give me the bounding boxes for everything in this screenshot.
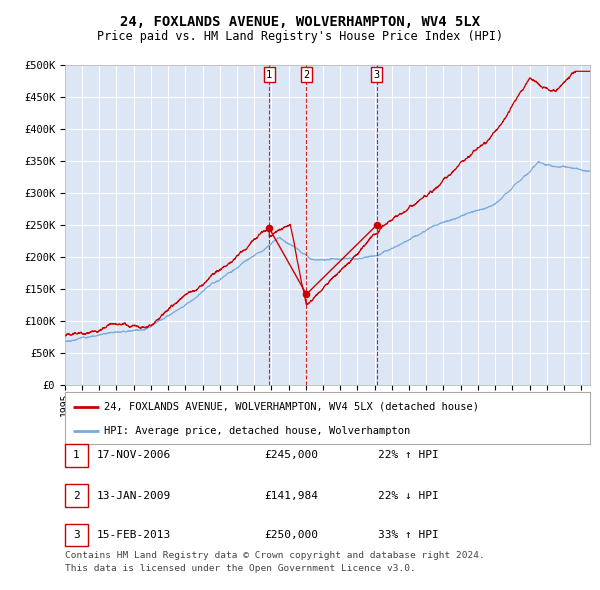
Text: 2: 2 [303, 70, 310, 80]
Text: 33% ↑ HPI: 33% ↑ HPI [378, 530, 439, 540]
Text: 13-JAN-2009: 13-JAN-2009 [97, 491, 172, 500]
Text: 22% ↑ HPI: 22% ↑ HPI [378, 451, 439, 460]
Text: Contains HM Land Registry data © Crown copyright and database right 2024.
This d: Contains HM Land Registry data © Crown c… [65, 551, 485, 573]
Text: 24, FOXLANDS AVENUE, WOLVERHAMPTON, WV4 5LX (detached house): 24, FOXLANDS AVENUE, WOLVERHAMPTON, WV4 … [104, 402, 479, 412]
Text: 2: 2 [73, 491, 80, 500]
Text: £245,000: £245,000 [264, 451, 318, 460]
Text: HPI: Average price, detached house, Wolverhampton: HPI: Average price, detached house, Wolv… [104, 427, 410, 436]
Text: 1: 1 [73, 451, 80, 460]
Text: 3: 3 [73, 530, 80, 540]
Text: 3: 3 [374, 70, 380, 80]
Text: 22% ↓ HPI: 22% ↓ HPI [378, 491, 439, 500]
Text: £250,000: £250,000 [264, 530, 318, 540]
Text: 24, FOXLANDS AVENUE, WOLVERHAMPTON, WV4 5LX: 24, FOXLANDS AVENUE, WOLVERHAMPTON, WV4 … [120, 15, 480, 30]
Text: £141,984: £141,984 [264, 491, 318, 500]
Text: 15-FEB-2013: 15-FEB-2013 [97, 530, 172, 540]
Text: 17-NOV-2006: 17-NOV-2006 [97, 451, 172, 460]
Text: 1: 1 [266, 70, 272, 80]
Text: Price paid vs. HM Land Registry's House Price Index (HPI): Price paid vs. HM Land Registry's House … [97, 30, 503, 43]
